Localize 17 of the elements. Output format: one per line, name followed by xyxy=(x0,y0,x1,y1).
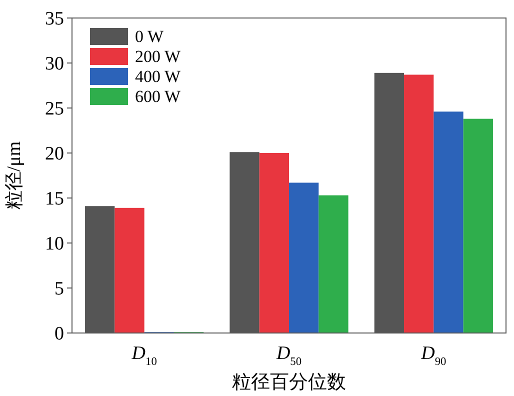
y-tick-label: 5 xyxy=(54,278,64,300)
x-tick-label: D$_{90}$ xyxy=(420,343,447,368)
y-tick-label: 0 xyxy=(54,324,64,345)
y-tick-label: 25 xyxy=(45,98,64,120)
legend-label: 200 W xyxy=(135,47,182,66)
legend-label: 600 W xyxy=(135,87,182,106)
legend-label: 400 W xyxy=(135,67,182,86)
y-tick-label: 15 xyxy=(45,188,64,210)
y-tick-label: 20 xyxy=(45,144,64,165)
legend-label: 0 W xyxy=(135,27,164,46)
y-tick-label: 30 xyxy=(45,54,64,75)
y-tick-label: 35 xyxy=(45,8,64,30)
x-axis-title: 粒径百分位数 xyxy=(232,372,346,393)
x-tick-label: D$_{50}$ xyxy=(275,343,302,368)
x-tick-label: D$_{10}$ xyxy=(130,343,158,368)
y-tick-label: 10 xyxy=(45,234,64,255)
y-axis-title: 粒径/μm xyxy=(4,141,25,210)
